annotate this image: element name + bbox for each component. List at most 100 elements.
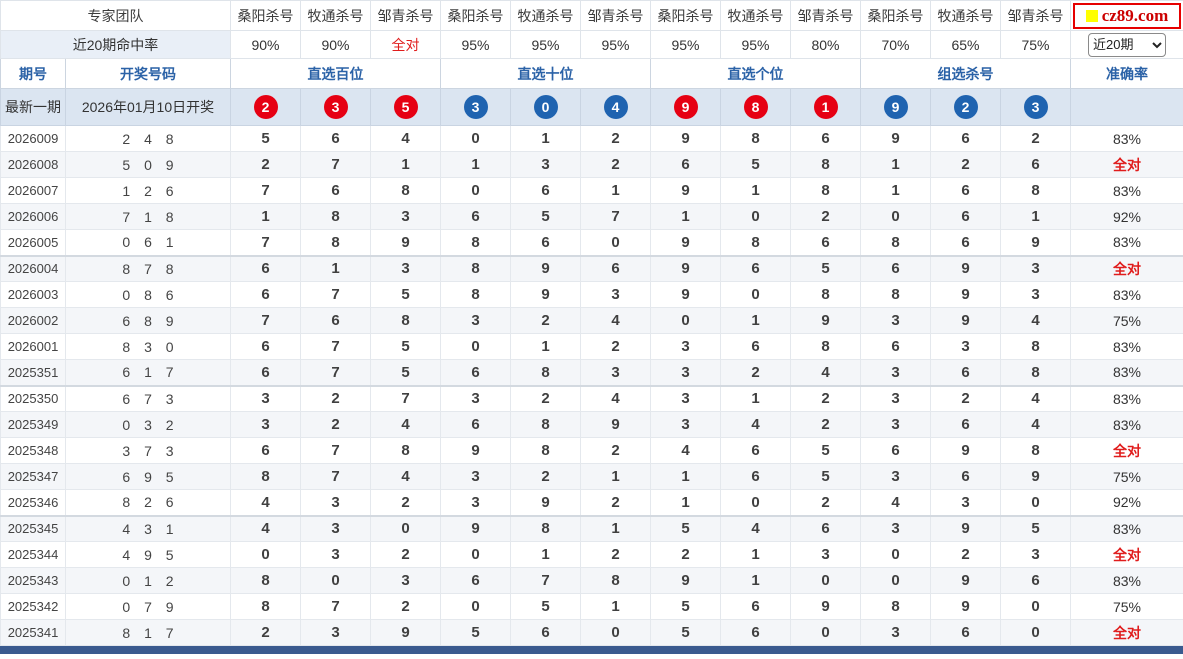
accuracy-cell: 83% [1070,384,1183,412]
kill-number-cell: 5 [510,203,581,230]
hit-rate-value: 80% [790,30,861,59]
kill-number-cell: 3 [650,359,721,386]
latest-number-circle: 3 [1023,95,1048,119]
latest-number-cell: 5 [370,88,441,126]
kill-number-cell: 5 [230,125,301,152]
kill-number-cell: 2 [580,151,651,178]
kill-number-cell: 3 [300,619,371,646]
kill-number-cell: 3 [860,619,931,646]
kill-number-cell: 8 [790,281,861,308]
kill-number-cell: 8 [580,567,651,594]
hit-rate-value: 90% [230,30,301,59]
kill-number-cell: 6 [720,463,791,490]
latest-number-circle: 8 [743,95,768,119]
table-row: 2025347 6 9 5 8 7 4 3 2 1 1 6 5 3 6 9 75% [0,463,1183,490]
kill-number-cell: 4 [1000,307,1071,334]
kill-number-cell: 9 [860,125,931,152]
kill-number-cell: 9 [650,229,721,256]
kill-number-cell: 9 [650,281,721,308]
period-cell: 2025347 [0,463,66,490]
kill-number-cell: 8 [510,514,581,542]
kill-number-cell: 0 [440,177,511,204]
kill-number-cell: 8 [440,229,511,256]
kill-number-cell: 4 [580,384,651,412]
table-row: 2025341 8 1 7 2 3 9 5 6 0 5 6 0 3 6 0 全对 [0,619,1183,646]
kill-number-cell: 1 [650,463,721,490]
period-cell: 2025342 [0,593,66,620]
accuracy-column-header: 准确率 [1070,58,1183,89]
kill-number-cell: 2 [720,359,791,386]
logo-text: cz89.com [1101,5,1169,25]
site-logo[interactable]: cz89.com [1073,2,1181,29]
kill-number-cell: 0 [580,229,651,256]
kill-number-cell: 3 [300,541,371,568]
kill-number-cell: 1 [510,125,581,152]
table-row: 2025348 3 7 3 6 7 8 9 8 2 4 6 5 6 9 8 全对 [0,437,1183,464]
expert-column-header: 牧通杀号 [930,0,1001,31]
kill-number-cell: 1 [720,307,791,334]
kill-number-cell: 2 [230,619,301,646]
kill-number-cell: 3 [650,384,721,412]
table-row: 2025349 0 3 2 3 2 4 6 8 9 3 4 2 3 6 4 83% [0,411,1183,438]
result-cell: 4 9 5 [65,541,231,568]
kill-number-cell: 1 [1000,203,1071,230]
period-cell: 2025351 [0,359,66,386]
kill-number-cell: 4 [1000,384,1071,412]
range-select[interactable]: 近20期 [1088,32,1166,57]
kill-number-cell: 3 [860,359,931,386]
kill-number-cell: 4 [580,307,651,334]
kill-number-cell: 5 [370,333,441,360]
latest-number-cell: 3 [1000,88,1071,126]
kill-number-cell: 6 [790,514,861,542]
kill-number-cell: 9 [510,489,581,516]
kill-number-cell: 2 [510,384,581,412]
period-cell: 2025341 [0,619,66,646]
expert-column-header: 邹青杀号 [1000,0,1071,31]
kill-number-cell: 3 [370,203,441,230]
kill-number-cell: 2 [790,384,861,412]
logo-square-icon [1085,9,1098,22]
kill-number-cell: 4 [720,514,791,542]
expert-column-header: 桑阳杀号 [230,0,301,31]
hit-rate-value: 75% [1000,30,1071,59]
kill-number-cell: 3 [930,333,1001,360]
period-cell: 2026009 [0,125,66,152]
kill-number-cell: 3 [300,514,371,542]
kill-number-cell: 7 [300,463,371,490]
kill-number-cell: 5 [650,619,721,646]
kill-number-cell: 2 [790,203,861,230]
kill-number-cell: 5 [650,593,721,620]
result-cell: 6 8 9 [65,307,231,334]
hit-rate-label: 近20期命中率 [0,30,231,59]
kill-number-cell: 3 [650,333,721,360]
kill-number-cell: 3 [1000,281,1071,308]
kill-number-cell: 4 [650,437,721,464]
kill-number-cell: 8 [230,593,301,620]
hit-rate-value: 95% [440,30,511,59]
kill-number-cell: 3 [860,411,931,438]
accuracy-cell: 83% [1070,125,1183,152]
kill-number-cell: 9 [650,177,721,204]
result-cell: 0 8 6 [65,281,231,308]
kill-number-cell: 0 [1000,593,1071,620]
expert-column-header: 牧通杀号 [720,0,791,31]
kill-number-cell: 4 [1000,411,1071,438]
accuracy-cell: 83% [1070,281,1183,308]
kill-number-cell: 8 [790,177,861,204]
kill-number-cell: 3 [230,384,301,412]
kill-number-cell: 3 [1000,254,1071,282]
kill-number-cell: 3 [440,307,511,334]
kill-number-cell: 8 [300,203,371,230]
kill-number-cell: 3 [1000,541,1071,568]
kill-number-cell: 7 [230,177,301,204]
latest-number-circle: 3 [463,95,488,119]
latest-number-cell: 4 [580,88,651,126]
kill-number-cell: 8 [790,151,861,178]
kill-number-cell: 8 [1000,437,1071,464]
kill-number-cell: 2 [580,541,651,568]
kill-number-cell: 3 [440,384,511,412]
period-cell: 2025344 [0,541,66,568]
period-cell: 2025345 [0,514,66,542]
result-cell: 1 2 6 [65,177,231,204]
expert-header-row: 专家团队 桑阳杀号 牧通杀号 邹青杀号 桑阳杀号 牧通杀号 邹青杀号 桑阳杀号 牧通杀号 邹青杀… [0,0,1183,31]
